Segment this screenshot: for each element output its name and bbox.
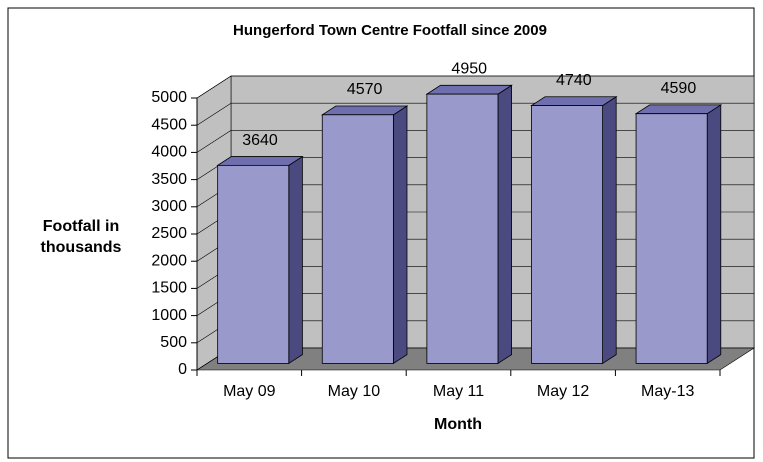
bar-top [530, 96, 618, 106]
y-tick-label: 4000 [151, 144, 187, 161]
bar-top [216, 156, 304, 166]
y-tick-label: 3500 [151, 171, 187, 188]
y-tick-label: 1500 [151, 280, 187, 297]
data-label: 3640 [242, 132, 278, 149]
bar-side [288, 155, 303, 365]
chart-title: Hungerford Town Centre Footfall since 20… [233, 22, 547, 39]
y-tick-label: 4500 [151, 116, 187, 133]
y-tick-label: 2000 [151, 252, 187, 269]
grid-line [196, 102, 232, 126]
bar [426, 93, 499, 364]
data-label: 4590 [661, 80, 697, 97]
bar [321, 114, 394, 364]
x-tick-label: May 12 [537, 383, 590, 400]
y-tick-label: 3000 [151, 198, 187, 215]
grid-line [196, 130, 232, 153]
data-label: 4950 [451, 61, 487, 78]
bar-side [602, 96, 617, 365]
x-axis-title: Month [434, 416, 482, 433]
bar-side [706, 104, 722, 365]
bar [635, 113, 708, 364]
x-tick-label: May 10 [328, 383, 381, 400]
x-tick-label: May-13 [641, 383, 694, 400]
y-axis-title: Footfall in thousands [40, 218, 122, 256]
grid-line [196, 75, 232, 99]
data-label: 4570 [347, 81, 383, 98]
x-tick-label: May 11 [433, 383, 484, 400]
bar [531, 105, 603, 364]
y-tick-label: 0 [178, 361, 187, 378]
data-label: 4740 [556, 72, 592, 89]
bar-top [634, 104, 723, 115]
bar-top [425, 84, 513, 95]
x-tick-label: May 09 [223, 383, 276, 400]
bar-side [392, 105, 408, 365]
bar-top [320, 105, 409, 116]
y-tick-label: 1000 [151, 307, 187, 324]
bar-side [497, 84, 512, 365]
y-tick-label: 2500 [151, 225, 187, 242]
bar [217, 164, 290, 364]
y-tick-label: 5000 [151, 89, 187, 106]
y-tick-label: 500 [160, 334, 187, 351]
